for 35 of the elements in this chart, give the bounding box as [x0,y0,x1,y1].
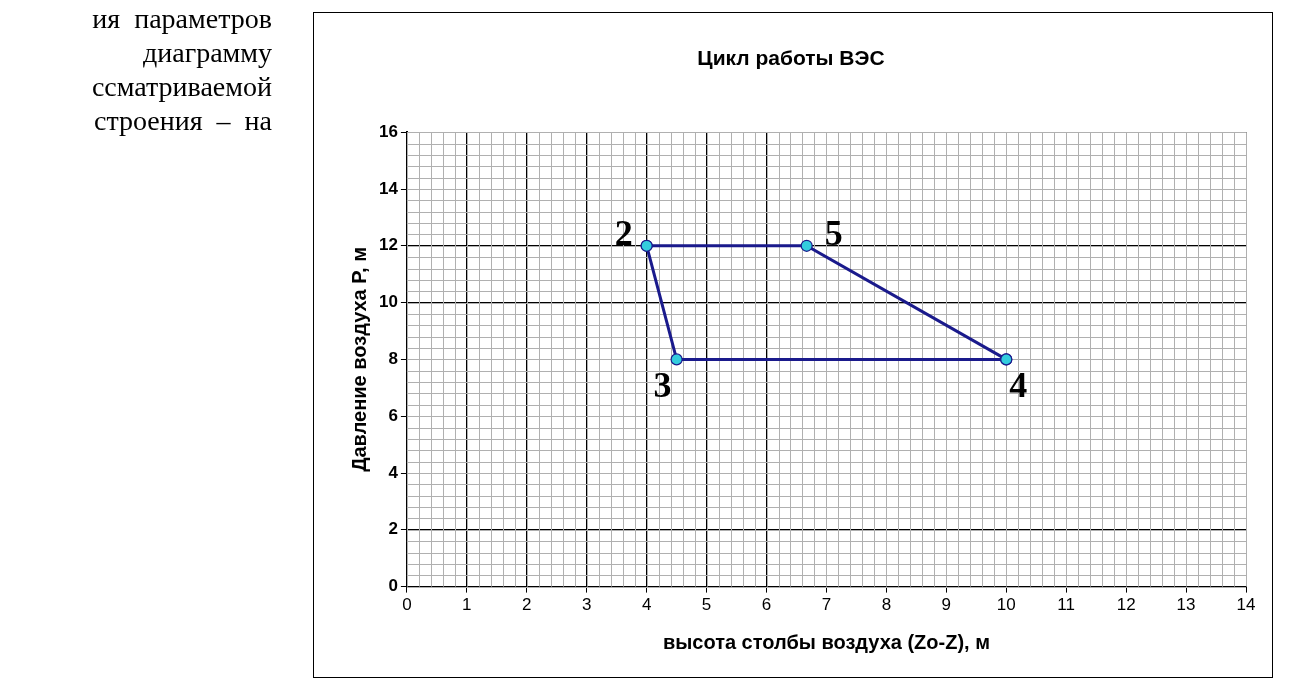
y-tick-label: 0 [388,576,398,596]
x-axis-title: высота столбы воздуха (Zo-Z), м [662,630,990,653]
annotation: 5 [824,213,843,254]
annotation: 3 [653,364,672,405]
x-tick-label: 13 [1176,595,1196,615]
text: диаграмму [142,36,272,70]
x-tick-label: 7 [821,595,832,615]
x-tick-label: 12 [1116,595,1136,615]
x-tick-label: 9 [941,595,952,615]
x-tick-label: 4 [641,595,652,615]
annotation: 2 [614,213,633,254]
y-tick-label: 6 [388,405,398,425]
x-tick-label: 0 [402,595,412,615]
chart-title: Цикл работы ВЭС [697,46,885,70]
y-tick-label: 14 [378,178,399,198]
y-tick-label: 8 [388,349,398,369]
y-tick-label: 10 [378,292,398,312]
text: ссматриваемой [90,70,272,104]
annotation: 4 [1009,364,1028,405]
x-tick-label: 11 [1057,595,1076,615]
y-axis-title: Давление воздуха P, м [347,247,370,472]
x-tick-label: 8 [881,595,892,615]
x-tick-label: 5 [701,595,712,615]
y-tick-label: 16 [378,121,398,141]
x-tick-label: 2 [522,595,532,615]
y-tick-label: 4 [388,462,399,482]
text: ия параметров [91,2,272,36]
y-tick-label: 12 [378,235,398,255]
x-tick-label: 3 [581,595,592,615]
x-tick-label: 10 [996,595,1016,615]
x-tick-label: 1 [462,595,472,615]
x-tick-label: 14 [1236,595,1256,615]
x-tick-label: 6 [761,595,772,615]
text: строения – на [92,104,272,138]
y-tick-label: 2 [388,519,398,539]
